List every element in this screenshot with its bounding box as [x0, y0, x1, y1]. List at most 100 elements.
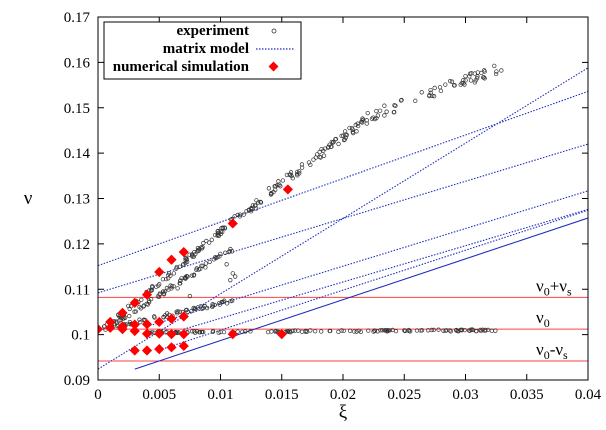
experiment-point — [413, 98, 418, 103]
experiment-point — [461, 78, 466, 83]
experiment-point — [374, 108, 379, 114]
experiment-point — [184, 259, 190, 264]
label-op: +ν — [550, 276, 568, 295]
experiment-point — [303, 328, 308, 334]
experiment-point — [177, 264, 182, 269]
experiment-point — [220, 229, 225, 235]
experiment-point — [177, 309, 182, 314]
experiment-point — [154, 284, 159, 289]
experiment-point — [202, 303, 207, 309]
experiment-point — [321, 148, 326, 153]
experiment-point — [127, 313, 132, 319]
simulation-point — [166, 329, 177, 340]
experiment-point — [232, 214, 237, 219]
experiment-point — [152, 314, 157, 319]
x-axis-label: ξ — [339, 402, 348, 423]
experiment-point — [430, 93, 435, 98]
experiment-point — [280, 178, 286, 183]
experiment-point — [448, 78, 453, 84]
experiment-point — [467, 71, 473, 76]
legend-label-experiment: experiment — [177, 23, 249, 39]
experiment-point — [138, 306, 144, 311]
matrix-model-line — [146, 190, 588, 327]
experiment-point — [187, 252, 192, 257]
matrix-model-line — [98, 143, 588, 294]
experiment-point — [160, 277, 166, 282]
experiment-point — [317, 149, 322, 155]
experiment-point — [139, 297, 144, 302]
legend-box — [103, 21, 302, 80]
experiment-point — [331, 139, 336, 145]
experiment-point — [203, 261, 209, 266]
experiment-point — [383, 328, 388, 333]
experiment-point — [342, 137, 347, 142]
reference-line-label: ν0+νs — [536, 276, 572, 298]
simulation-points — [98, 184, 293, 356]
experiment-point — [217, 302, 222, 307]
experiment-point — [269, 191, 274, 196]
experiment-point — [121, 316, 127, 321]
experiment-point — [175, 286, 180, 291]
simulation-point — [282, 184, 293, 195]
legend-label-numerical-simulation: numerical simulation — [113, 59, 250, 75]
experiment-point — [266, 186, 272, 191]
legend-marker-experiment — [271, 28, 277, 34]
experiment-point — [148, 288, 154, 293]
experiment-point — [194, 266, 199, 271]
experiment-point — [224, 301, 230, 306]
experiment-point — [249, 206, 254, 211]
experiment-point — [181, 262, 186, 267]
experiment-point — [284, 172, 290, 178]
x-tick-label: 0 — [94, 387, 102, 403]
experiment-point — [451, 83, 457, 88]
experiment-point — [191, 273, 196, 278]
experiment-points — [101, 63, 504, 336]
experiment-point — [148, 296, 154, 302]
experiment-point — [183, 308, 189, 313]
y-tick-label: 0.13 — [64, 192, 90, 208]
experiment-point — [481, 68, 487, 73]
experiment-point — [369, 116, 375, 121]
experiment-point — [218, 251, 223, 257]
legend: experiment matrix model numerical simula… — [103, 21, 302, 80]
experiment-point — [426, 328, 431, 333]
experiment-point — [145, 302, 150, 307]
experiment-point — [199, 329, 205, 335]
simulation-point — [141, 319, 153, 330]
experiment-point — [313, 329, 318, 334]
experiment-point — [382, 113, 387, 118]
experiment-point — [329, 144, 334, 149]
experiment-point — [308, 328, 313, 333]
experiment-point — [161, 289, 166, 294]
experiment-point — [165, 272, 171, 278]
experiment-point — [237, 214, 243, 219]
y-tick-label: 0.17 — [64, 10, 91, 26]
experiment-point — [371, 115, 376, 120]
x-tick-label: 0.035 — [510, 387, 544, 403]
experiment-point — [258, 200, 264, 205]
experiment-point — [349, 125, 355, 131]
experiment-point — [183, 255, 189, 260]
experiment-point — [137, 317, 142, 322]
experiment-point — [355, 123, 361, 129]
experiment-point — [461, 81, 466, 86]
experiment-point — [237, 212, 243, 217]
experiment-point — [190, 254, 195, 259]
experiment-point — [183, 274, 188, 280]
experiment-point — [419, 328, 425, 333]
experiment-point — [189, 273, 195, 278]
simulation-point — [129, 345, 140, 356]
experiment-point — [333, 136, 339, 142]
experiment-point — [213, 256, 219, 261]
experiment-point — [437, 85, 443, 90]
simulation-point — [154, 266, 165, 278]
simulation-point — [178, 246, 189, 258]
simulation-point — [141, 289, 153, 300]
experiment-point — [164, 285, 170, 291]
experiment-point — [201, 240, 206, 246]
experiment-point — [299, 329, 305, 334]
experiment-point — [479, 70, 484, 76]
label-sub-0: 0 — [544, 348, 550, 362]
experiment-point — [318, 155, 323, 160]
